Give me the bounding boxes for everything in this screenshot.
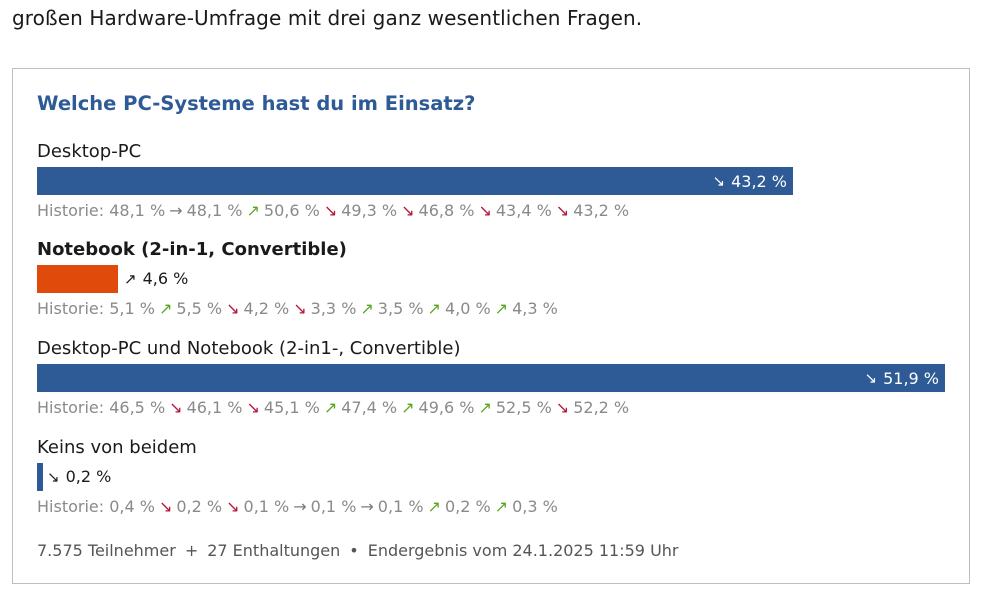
trend-down-icon: ↘ xyxy=(555,398,570,417)
trend-down-icon: ↘ xyxy=(246,398,260,417)
history-value: 0,1 % xyxy=(310,497,357,516)
option-bar xyxy=(37,463,43,491)
history-value: 4,0 % xyxy=(444,299,491,318)
poll-option-notebook: Notebook (2-in-1, Convertible) ↗ 4,6 % Hi… xyxy=(37,237,957,320)
option-percent: 51,9 % xyxy=(883,368,939,388)
history-value: 0,2 % xyxy=(176,497,223,516)
abstentions-count: 27 Enthaltungen xyxy=(207,541,341,560)
history-value: 47,4 % xyxy=(341,398,398,417)
history-label: Historie: xyxy=(37,201,105,220)
trend-down-icon: ↘ xyxy=(864,369,878,387)
trend-up-icon: ↗ xyxy=(158,299,173,318)
trend-up-icon: ↗ xyxy=(478,398,492,417)
history-value: 4,2 % xyxy=(243,299,290,318)
trend-flat-icon: → xyxy=(360,497,374,516)
intro-text: großen Hardware-Umfrage mit drei ganz we… xyxy=(12,6,643,30)
poll-option-desktop-pc: Desktop-PC ↘ 43,2 % Historie: 48,1 % → 48,1… xyxy=(37,139,957,222)
option-bar-row: ↘ 0,2 % xyxy=(37,463,957,491)
option-bar xyxy=(37,265,118,293)
trend-down-icon: ↘ xyxy=(712,172,726,190)
trend-down-icon: ↘ xyxy=(401,201,415,220)
option-history: Historie: 0,4 % ↘ 0,2 % ↘ 0,1 % → 0,1 % → 0,1 % ↗… xyxy=(37,496,957,518)
history-value: 3,3 % xyxy=(310,299,357,318)
poll-option-desktop-and-notebook: Desktop-PC und Notebook (2-in1-, Convert… xyxy=(37,336,957,419)
trend-up-icon: ↗ xyxy=(124,270,137,288)
history-value: 48,1 % xyxy=(186,201,243,220)
option-bar-row: ↘ 43,2 % xyxy=(37,167,957,195)
history-value: 50,6 % xyxy=(263,201,320,220)
history-value: 5,5 % xyxy=(176,299,223,318)
history-value: 43,4 % xyxy=(495,201,552,220)
option-percent: 4,6 % xyxy=(142,269,189,288)
option-percent-outside: ↘ 0,2 % xyxy=(47,463,111,491)
history-value: 46,5 % xyxy=(109,398,166,417)
option-label: Keins von beidem xyxy=(37,437,197,458)
history-value: 0,1 % xyxy=(377,497,424,516)
history-value: 0,1 % xyxy=(243,497,290,516)
trend-down-icon: ↘ xyxy=(226,299,240,318)
trend-down-icon: ↘ xyxy=(293,299,307,318)
history-value: 46,1 % xyxy=(186,398,243,417)
history-value: 45,1 % xyxy=(263,398,320,417)
trend-up-icon: ↗ xyxy=(494,299,509,318)
history-value: 49,3 % xyxy=(341,201,398,220)
option-history: Historie: 5,1 % ↗ 5,5 % ↘ 4,2 % ↘ 3,3 % ↗ 3,5 % ↗… xyxy=(37,298,957,320)
trend-down-icon: ↘ xyxy=(47,468,60,486)
bullet-separator: • xyxy=(349,541,359,560)
history-value: 46,8 % xyxy=(418,201,475,220)
history-value: 43,2 % xyxy=(573,201,630,220)
trend-flat-icon: → xyxy=(293,497,307,516)
history-label: Historie: xyxy=(37,299,105,318)
trend-up-icon: ↗ xyxy=(246,201,260,220)
poll-box: Welche PC-Systeme hast du im Einsatz? De… xyxy=(12,68,970,584)
history-value: 48,1 % xyxy=(109,201,166,220)
result-timestamp: Endergebnis vom 24.1.2025 11:59 Uhr xyxy=(367,541,679,560)
participants-count: 7.575 Teilnehmer xyxy=(37,541,176,560)
option-percent-outside: ↗ 4,6 % xyxy=(124,265,188,293)
trend-down-icon: ↘ xyxy=(478,201,492,220)
trend-up-icon: ↗ xyxy=(360,299,374,318)
trend-up-icon: ↗ xyxy=(427,299,441,318)
option-label: Desktop-PC und Notebook (2-in1-, Convert… xyxy=(37,338,461,359)
option-history: Historie: 46,5 % ↘ 46,1 % ↘ 45,1 % ↗ 47,4 % ↗ 49… xyxy=(37,397,957,419)
option-label: Notebook (2-in-1, Convertible) xyxy=(37,239,347,260)
trend-down-icon: ↘ xyxy=(555,201,570,220)
poll-option-none: Keins von beidem ↘ 0,2 % Historie: 0,4 % ↘… xyxy=(37,435,957,518)
history-label: Historie: xyxy=(37,398,105,417)
trend-down-icon: ↘ xyxy=(323,201,338,220)
trend-up-icon: ↗ xyxy=(401,398,415,417)
option-history: Historie: 48,1 % → 48,1 % ↗ 50,6 % ↘ 49,3 % ↘ 46… xyxy=(37,200,957,222)
option-percent: 43,2 % xyxy=(731,171,787,191)
history-value: 5,1 % xyxy=(109,299,155,318)
trend-flat-icon: → xyxy=(169,201,183,220)
trend-up-icon: ↗ xyxy=(323,398,338,417)
history-label: Historie: xyxy=(37,497,105,516)
poll-footer: 7.575 Teilnehmer +27 Enthaltungen • Enderge… xyxy=(37,541,679,560)
plus-separator: + xyxy=(184,541,199,560)
trend-up-icon: ↗ xyxy=(427,497,441,516)
history-value: 0,4 % xyxy=(109,497,155,516)
history-value: 0,3 % xyxy=(512,497,558,516)
option-label: Desktop-PC xyxy=(37,141,142,162)
history-value: 4,3 % xyxy=(512,299,558,318)
history-value: 0,2 % xyxy=(444,497,491,516)
history-value: 52,5 % xyxy=(495,398,552,417)
trend-down-icon: ↘ xyxy=(158,497,173,516)
option-bar: ↘ 51,9 % xyxy=(37,364,945,392)
trend-down-icon: ↘ xyxy=(226,497,240,516)
trend-up-icon: ↗ xyxy=(494,497,509,516)
option-bar-row: ↗ 4,6 % xyxy=(37,265,957,293)
trend-down-icon: ↘ xyxy=(169,398,183,417)
history-value: 49,6 % xyxy=(418,398,475,417)
option-percent: 0,2 % xyxy=(65,467,112,486)
history-value: 3,5 % xyxy=(377,299,424,318)
history-value: 52,2 % xyxy=(573,398,630,417)
poll-question: Welche PC-Systeme hast du im Einsatz? xyxy=(37,92,476,115)
option-bar: ↘ 43,2 % xyxy=(37,167,793,195)
option-bar-row: ↘ 51,9 % xyxy=(37,364,957,392)
